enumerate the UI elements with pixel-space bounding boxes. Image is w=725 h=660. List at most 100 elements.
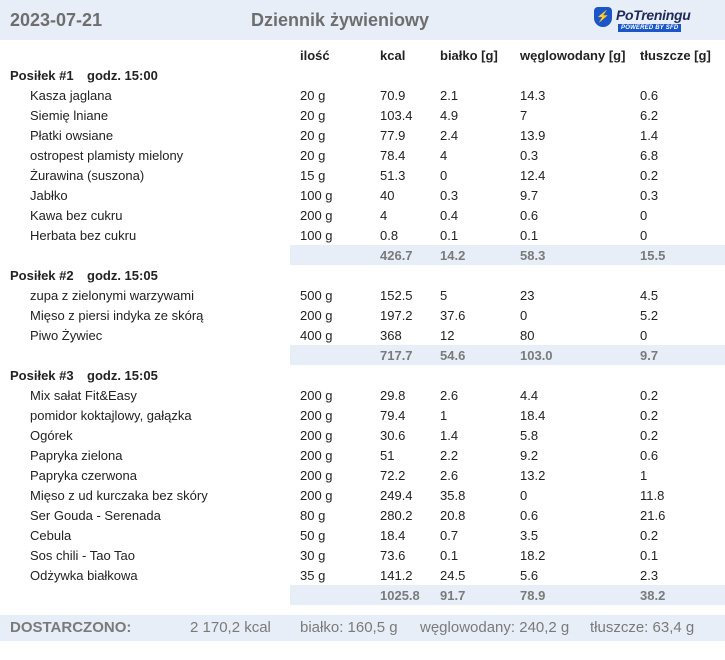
subtotal-fat: 15.5: [640, 248, 666, 263]
table-row: Jabłko 100 g 40 0.3 9.7 0.3: [0, 185, 725, 205]
food-protein: 0.1: [440, 228, 459, 243]
food-kcal: 51.3: [380, 168, 406, 183]
table-row: ostropest plamisty mielony 20 g 78.4 4 0.3 6.…: [0, 145, 725, 165]
food-qty: 30 g: [300, 548, 326, 563]
meal-header-row: Posiłek #3 godz. 15:05: [0, 365, 725, 385]
food-qty: 20 g: [300, 148, 326, 163]
food-protein: 2.6: [440, 388, 459, 403]
table-row: Siemię lniane 20 g 103.4 4.9 7 6.2: [0, 105, 725, 125]
food-qty: 50 g: [300, 528, 326, 543]
food-fat: 6.2: [640, 108, 659, 123]
food-protein: 2.4: [440, 128, 459, 143]
meal-label: Posiłek #1: [10, 68, 74, 83]
food-protein: 35.8: [440, 488, 466, 503]
meal-subtotal-row: 426.7 14.2 58.3 15.5: [290, 245, 725, 265]
column-header-fat: tłuszcze [g]: [640, 48, 711, 63]
subtotal-carbs: 78.9: [520, 588, 546, 603]
food-name: Mix sałat Fit&Easy: [30, 388, 137, 403]
food-name: zupa z zielonymi warzywami: [30, 288, 194, 303]
table-row: Herbata bez cukru 100 g 0.8 0.1 0.1 0: [0, 225, 725, 245]
food-qty: 200 g: [300, 308, 333, 323]
food-carbs: 80: [520, 328, 535, 343]
summary-kcal: 2 170,2 kcal: [190, 619, 271, 636]
summary-protein: białko: 160,5 g: [300, 619, 398, 636]
food-carbs: 0.6: [520, 208, 539, 223]
food-carbs: 5.6: [520, 568, 539, 583]
food-kcal: 51: [380, 448, 395, 463]
food-carbs: 9.2: [520, 448, 539, 463]
food-carbs: 4.4: [520, 388, 539, 403]
table-row: Cebula 50 g 18.4 0.7 3.5 0.2: [0, 525, 725, 545]
shield-icon: ⚡: [594, 7, 612, 27]
food-carbs: 0.1: [520, 228, 539, 243]
subtotal-protein: 91.7: [440, 588, 466, 603]
food-qty: 200 g: [300, 428, 333, 443]
page-title: Dziennik żywieniowy: [251, 10, 430, 30]
meal-time: godz. 15:05: [87, 368, 158, 383]
food-kcal: 0.8: [380, 228, 399, 243]
food-protein: 2.6: [440, 468, 459, 483]
food-protein: 37.6: [440, 308, 466, 323]
logo-tagline: POWERED BY SFD: [618, 24, 682, 32]
food-kcal: 197.2: [380, 308, 413, 323]
food-kcal: 103.4: [380, 108, 413, 123]
subtotal-fat: 9.7: [640, 348, 659, 363]
meal-subtotal-row: 1025.8 91.7 78.9 38.2: [290, 585, 725, 605]
food-name: pomidor koktajlowy, gałązka: [30, 408, 192, 423]
food-protein: 0.7: [440, 528, 459, 543]
food-carbs: 13.2: [520, 468, 546, 483]
food-qty: 20 g: [300, 88, 326, 103]
meal-time: godz. 15:00: [87, 68, 158, 83]
food-carbs: 18.2: [520, 548, 546, 563]
food-qty: 200 g: [300, 208, 333, 223]
table-row: Mięso z ud kurczaka bez skóry 200 g 249.4 3…: [0, 485, 725, 505]
food-fat: 0: [640, 328, 648, 343]
food-kcal: 29.8: [380, 388, 406, 403]
food-carbs: 18.4: [520, 408, 546, 423]
food-carbs: 7: [520, 108, 528, 123]
food-kcal: 152.5: [380, 288, 413, 303]
food-kcal: 78.4: [380, 148, 406, 163]
food-fat: 0: [640, 228, 648, 243]
logo-name: PoTreningu: [616, 7, 691, 23]
food-name: Ogórek: [30, 428, 73, 443]
subtotal-carbs: 103.0: [520, 348, 553, 363]
food-qty: 500 g: [300, 288, 333, 303]
food-protein: 24.5: [440, 568, 466, 583]
summary-label: DOSTARCZONO:: [10, 619, 132, 636]
food-qty: 200 g: [300, 468, 333, 483]
food-name: Kasza jaglana: [30, 88, 112, 103]
food-kcal: 72.2: [380, 468, 406, 483]
food-qty: 15 g: [300, 168, 326, 183]
food-fat: 0.6: [640, 88, 659, 103]
summary-fat: tłuszcze: 63,4 g: [590, 619, 695, 636]
food-name: Żurawina (suszona): [30, 168, 145, 183]
diary-date: 2023-07-21: [10, 10, 103, 30]
column-header-qty: ilość: [300, 48, 330, 63]
food-name: ostropest plamisty mielony: [30, 148, 184, 163]
food-name: Papryka czerwona: [30, 468, 137, 483]
food-carbs: 23: [520, 288, 535, 303]
food-qty: 200 g: [300, 388, 333, 403]
food-protein: 20.8: [440, 508, 466, 523]
food-name: Sos chili - Tao Tao: [30, 548, 136, 563]
food-kcal: 4: [380, 208, 388, 223]
food-fat: 0.2: [640, 408, 659, 423]
table-row: Sos chili - Tao Tao 30 g 73.6 0.1 18.2 0.1: [0, 545, 725, 565]
table-row: Odżywka białkowa 35 g 141.2 24.5 5.6 2.3: [0, 565, 725, 585]
food-protein: 4: [440, 148, 448, 163]
food-protein: 0.1: [440, 548, 459, 563]
table-row: Kawa bez cukru 200 g 4 0.4 0.6 0: [0, 205, 725, 225]
food-carbs: 13.9: [520, 128, 546, 143]
food-kcal: 73.6: [380, 548, 406, 563]
subtotal-fat: 38.2: [640, 588, 666, 603]
food-carbs: 0: [520, 488, 528, 503]
food-kcal: 18.4: [380, 528, 406, 543]
food-protein: 2.2: [440, 448, 459, 463]
column-header-row: ilość kcal białko [g] węglowodany [g] tł…: [0, 45, 725, 65]
food-qty: 400 g: [300, 328, 333, 343]
food-qty: 200 g: [300, 408, 333, 423]
food-qty: 100 g: [300, 188, 333, 203]
table-row: Żurawina (suszona) 15 g 51.3 0 12.4 0.2: [0, 165, 725, 185]
food-fat: 11.8: [640, 488, 665, 503]
